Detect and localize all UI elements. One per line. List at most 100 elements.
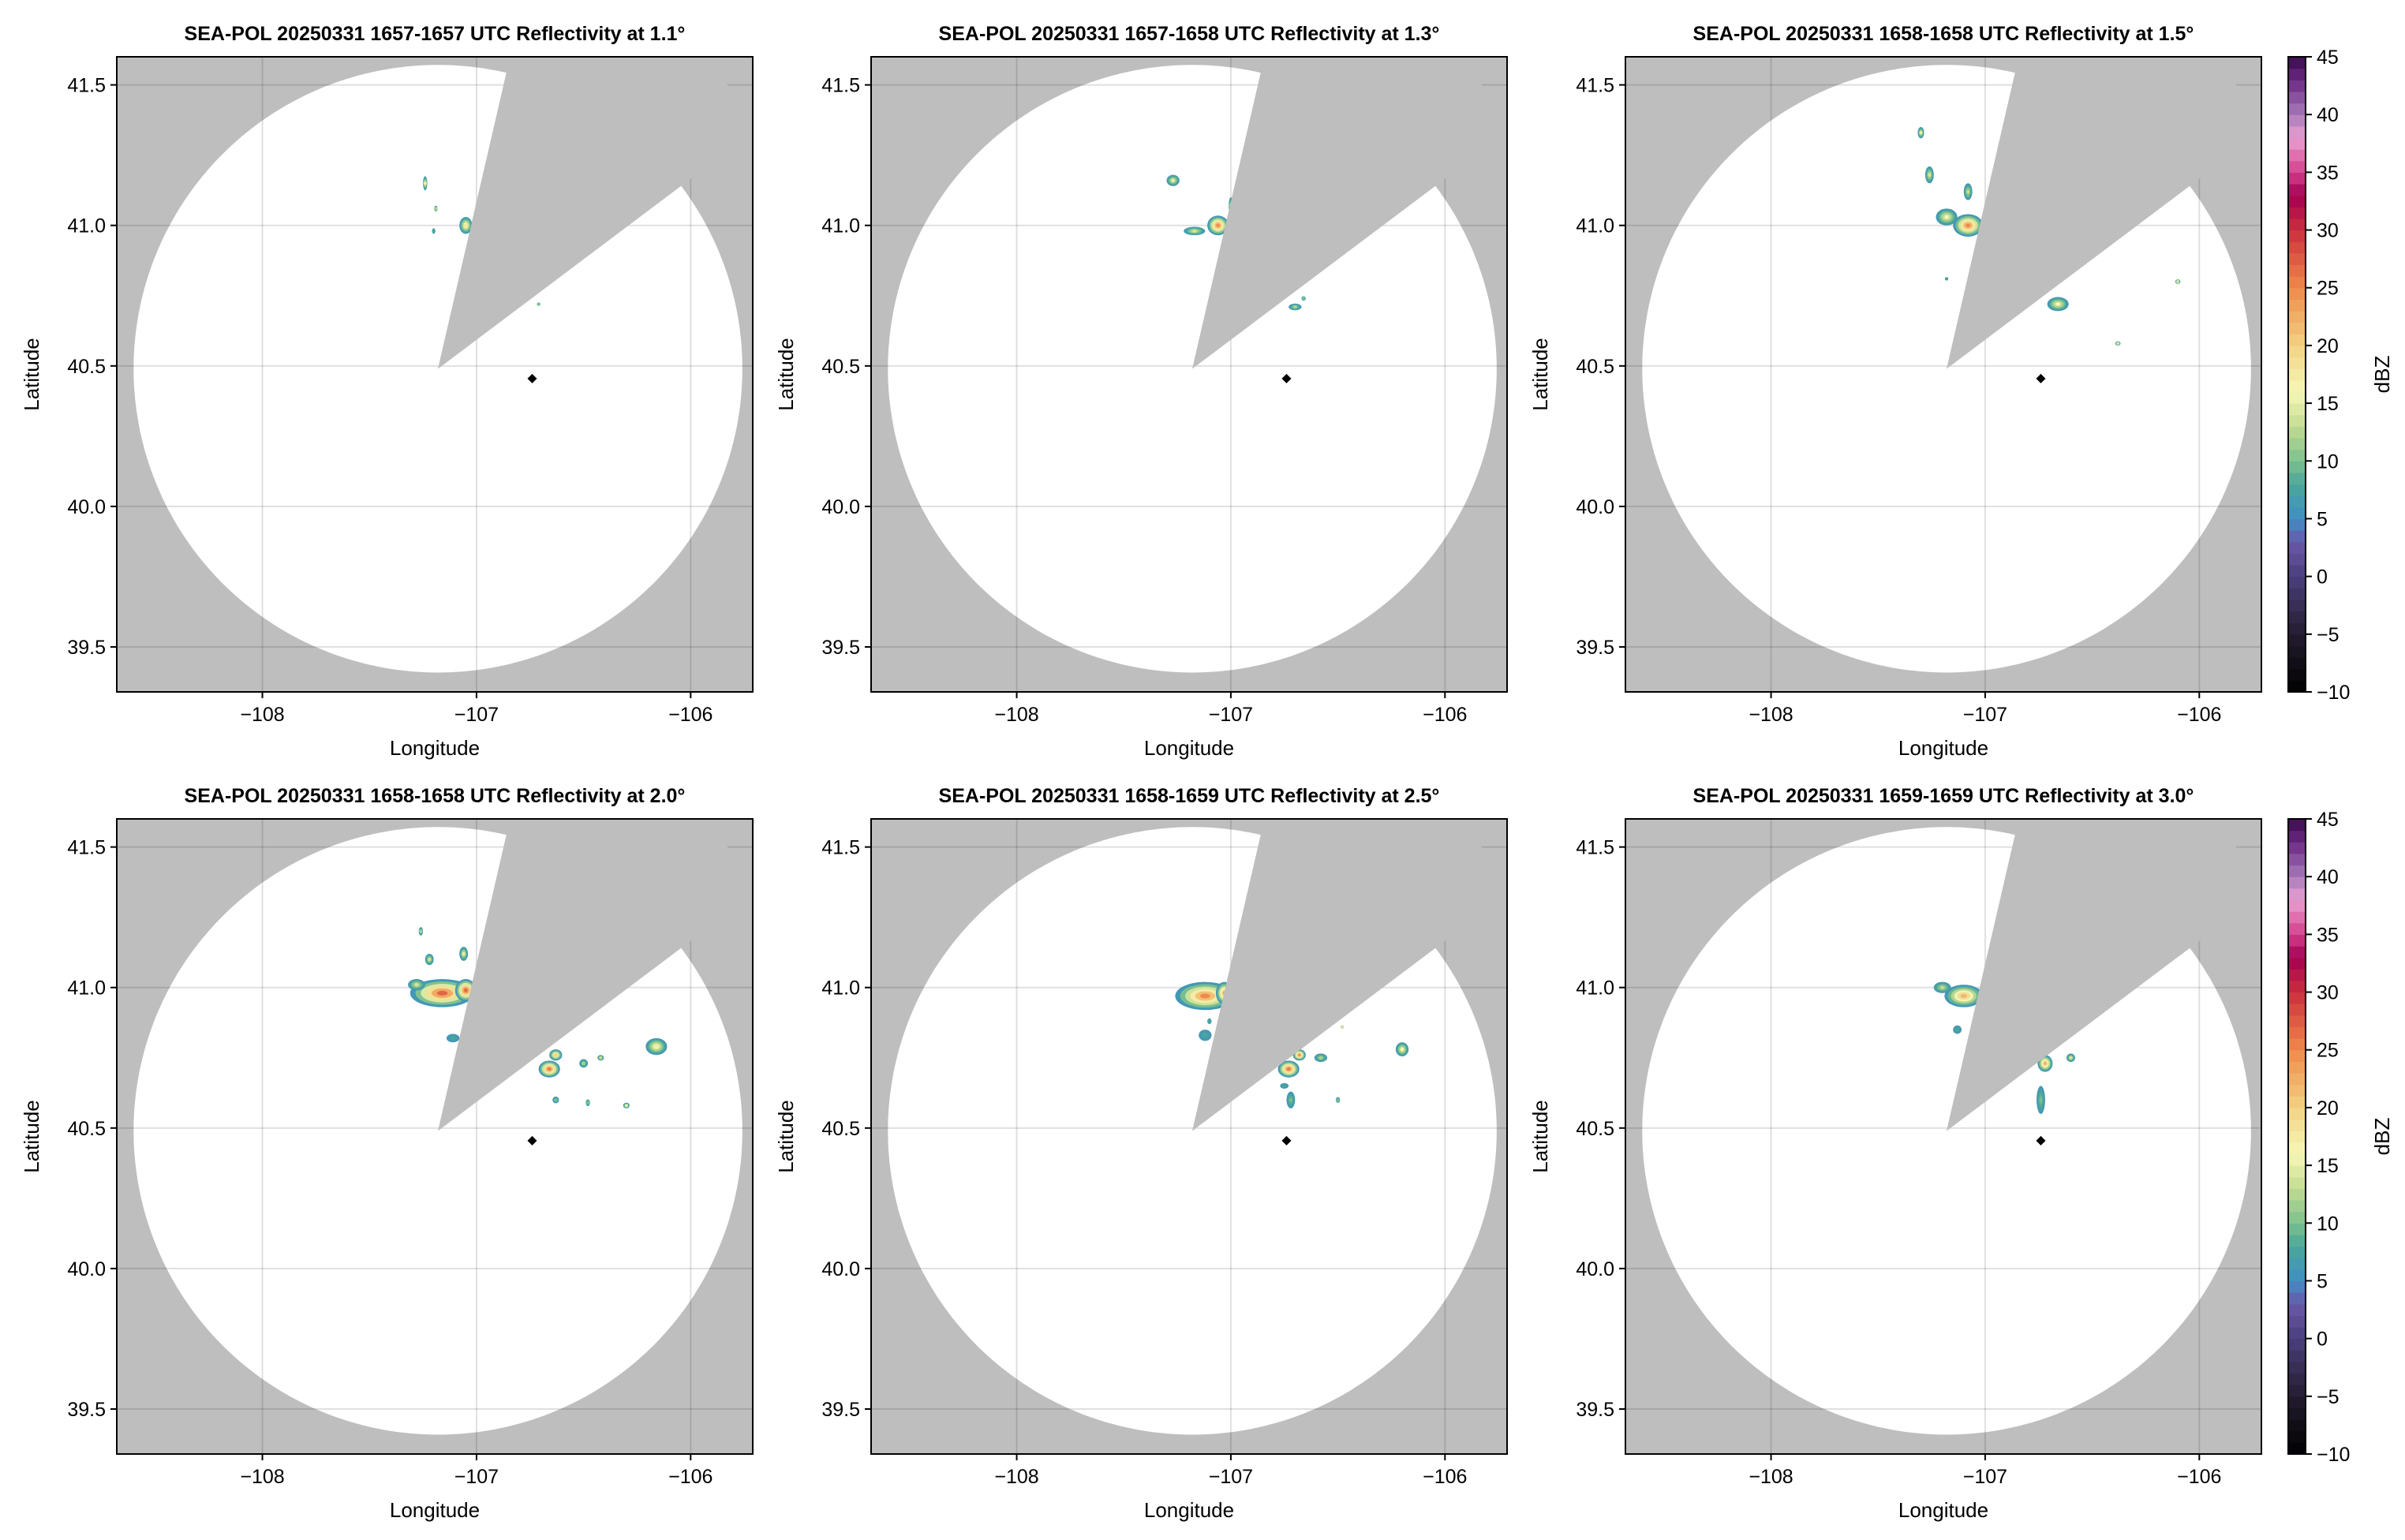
colorbar-bin [2288, 80, 2306, 92]
x-tick-label: −108 [994, 704, 1038, 726]
echo-cell [1166, 174, 1180, 186]
colorbar-bin [2288, 391, 2306, 404]
colorbar-bin [2288, 1096, 2306, 1108]
x-tick-label: −107 [1963, 1466, 2007, 1488]
colorbar-bin [2288, 657, 2306, 670]
colorbar-label: dBZ [2370, 1118, 2394, 1156]
panel-title: SEA-POL 20250331 1658-1659 UTC Reflectiv… [939, 785, 1440, 807]
radar-coverage-area [1642, 65, 2251, 673]
radar-coverage-area [888, 65, 1497, 673]
echo-pixel [624, 1104, 628, 1108]
y-tick-label: 40.0 [1576, 496, 1614, 518]
echo-cell [538, 1060, 560, 1078]
colorbar-bin [2288, 137, 2306, 150]
y-tick-label: 39.5 [1576, 637, 1614, 659]
echo-cell [1395, 1042, 1409, 1056]
y-tick-label: 39.5 [67, 637, 106, 659]
colorbar-tick-label: 5 [2317, 508, 2328, 530]
echo-cell [1944, 985, 1984, 1007]
y-tick-label: 41.0 [1576, 977, 1614, 1000]
colorbar-bin [2288, 368, 2306, 381]
echo-pixel [434, 207, 438, 211]
blocked-sector [1192, 57, 1507, 369]
colorbar-bin [2288, 91, 2306, 104]
colorbar-bin [2288, 819, 2306, 832]
panel-title: SEA-POL 20250331 1657-1657 UTC Reflectiv… [185, 23, 686, 45]
x-tick-label: −107 [1209, 1466, 1253, 1488]
colorbar-bin [2288, 125, 2306, 139]
echo-pixel [432, 229, 436, 233]
echo-cell [459, 217, 473, 234]
radar-coverage-area [1642, 827, 2251, 1435]
colorbar-bin [2288, 865, 2306, 877]
radar-coverage-area [888, 827, 1497, 1435]
echo-pixel [547, 1067, 552, 1071]
echo-cell [579, 1059, 589, 1068]
colorbar-bin [2288, 1338, 2306, 1351]
colorbar-bin [2288, 506, 2306, 520]
colorbar-bin [2288, 68, 2306, 80]
panel-5: SEA-POL 20250331 1658-1659 UTC Reflectiv… [774, 785, 1508, 1522]
echo-cell [425, 953, 434, 966]
echo-cell [645, 1037, 668, 1056]
colorbar-frame [2287, 56, 2306, 693]
colorbar-bin [2288, 1430, 2306, 1443]
colorbar-bin [2288, 472, 2306, 485]
x-tick-label: −106 [1423, 704, 1467, 726]
colorbar-tick-label: 40 [2317, 104, 2339, 126]
radar-coverage-area [133, 65, 742, 673]
x-tick-label: −106 [668, 1466, 713, 1488]
blocked-sector [1947, 57, 2261, 369]
x-tick-label: −108 [1749, 704, 1793, 726]
echo-pixel [419, 929, 423, 933]
x-tick-label: −107 [454, 1466, 499, 1488]
y-tick-label: 41.5 [1576, 75, 1614, 97]
colorbar-bin [2288, 414, 2306, 427]
x-tick-label: −106 [2177, 704, 2221, 726]
colorbar-bin [2288, 1315, 2306, 1328]
colorbar-bin [2288, 1373, 2306, 1385]
colorbar-bin [2288, 842, 2306, 854]
colorbar-tick-label: 15 [2317, 393, 2339, 415]
echo-cells [408, 927, 668, 1108]
colorbar-tick-label: 45 [2317, 47, 2339, 69]
echo-pixel [1940, 985, 1944, 989]
site-marker [1281, 373, 1292, 383]
colorbar-bin [2288, 345, 2306, 358]
x-tick-label: −108 [1749, 1466, 1793, 1488]
echo-cell [1340, 1025, 1345, 1029]
site-marker [527, 373, 537, 383]
x-axis-label: Longitude [1898, 1498, 1988, 1522]
echo-cell [585, 1099, 590, 1107]
colorbar-bin [2288, 1350, 2306, 1362]
colorbar-tick-label: 25 [2317, 278, 2339, 300]
colorbar-bin [2288, 484, 2306, 496]
colorbar-bin [2288, 449, 2306, 462]
colorbar-bin [2288, 276, 2306, 289]
echo-pixel [2069, 1056, 2073, 1060]
x-tick-label: −108 [240, 704, 284, 726]
echo-cell [1963, 183, 1973, 200]
colorbar-bin [2288, 379, 2306, 393]
echo-pixel [1293, 305, 1297, 309]
x-tick-label: −106 [1423, 1466, 1467, 1488]
colorbar-bin [2288, 218, 2306, 231]
colorbar-tick-label: 45 [2317, 809, 2339, 831]
colorbar-tick-label: 20 [2317, 335, 2339, 357]
echo-cell [434, 205, 438, 211]
echo-cell [623, 1102, 630, 1108]
colorbar-tick-label: 25 [2317, 1040, 2339, 1062]
colorbar-bin [2288, 426, 2306, 439]
colorbar-bin [2288, 357, 2306, 369]
echo-cell [1207, 1018, 1212, 1025]
colorbar-bin [2288, 1234, 2306, 1247]
x-tick-label: −107 [1209, 704, 1253, 726]
colorbar-bin [2288, 1396, 2306, 1409]
colorbar-bin [2288, 438, 2306, 450]
echo-pixel [414, 983, 418, 987]
colorbar-tick-label: 15 [2317, 1155, 2339, 1177]
echo-cell [1953, 214, 1984, 237]
colorbar-1: −10 −5 0 5 10 15 20 25 30 35 40 45 dBZ [2287, 47, 2394, 704]
site-marker [2036, 1135, 2046, 1146]
colorbar-tick-label: 30 [2317, 220, 2339, 242]
